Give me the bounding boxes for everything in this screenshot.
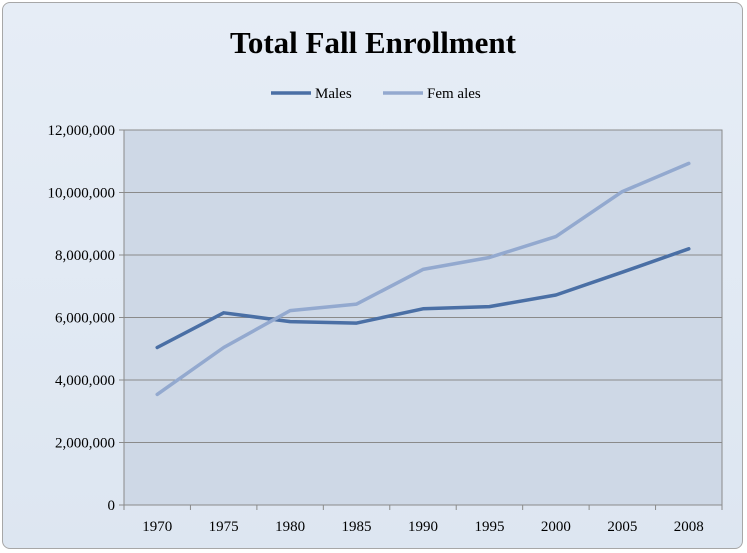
y-tick-label: 8,000,000 — [55, 248, 115, 264]
y-tick-label: 0 — [108, 498, 116, 514]
x-tick-label: 1995 — [474, 519, 504, 535]
series-lines — [155, 161, 691, 397]
x-tick-label: 1975 — [209, 519, 239, 535]
y-tick-label: 4,000,000 — [55, 373, 115, 389]
y-tick-label: 10,000,000 — [48, 186, 116, 202]
legend-label: Males — [315, 86, 352, 102]
grid-lines — [124, 129, 722, 506]
x-tick-label: 1970 — [142, 519, 172, 535]
y-tick-label: 6,000,000 — [55, 311, 115, 327]
y-axis-ticks: 0 2,000,000 4,000,000 6,000,000 8,000,000 10,… — [48, 123, 124, 514]
x-tick-label: 1985 — [342, 519, 372, 535]
chart-svg: Total Fall Enrollment Males Fem ales 0 2,0… — [48, 25, 723, 535]
y-tick-label: 2,000,000 — [55, 436, 115, 452]
x-tick-label: 1990 — [408, 519, 438, 535]
x-tick-label: 2005 — [607, 519, 637, 535]
chart-title: Total Fall Enrollment — [230, 25, 517, 60]
legend: Males Fem ales — [271, 86, 481, 102]
x-axis-ticks: 1970 1975 1980 1985 1990 1995 2000 2005 2008 — [123, 505, 723, 535]
legend-label: Fem ales — [427, 86, 481, 102]
x-tick-label: 2000 — [541, 519, 571, 535]
x-tick-label: 1980 — [275, 519, 305, 535]
x-tick-label: 2008 — [674, 519, 704, 535]
y-tick-label: 12,000,000 — [48, 123, 116, 139]
